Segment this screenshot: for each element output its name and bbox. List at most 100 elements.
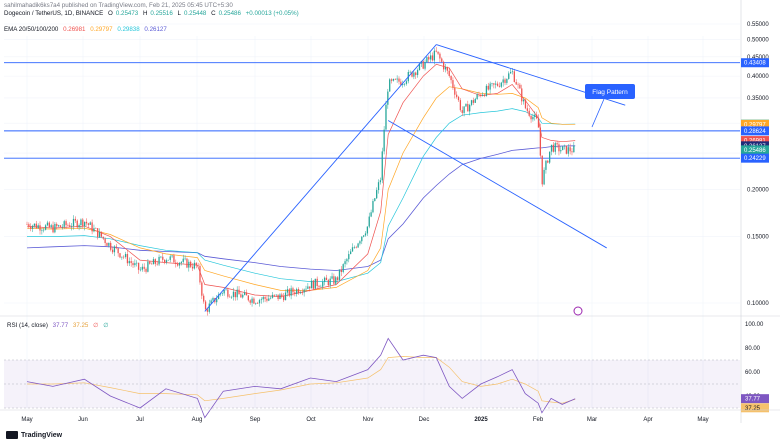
candle-body <box>465 103 467 107</box>
candle-body <box>199 265 201 283</box>
candle-body <box>310 280 313 289</box>
time-tick-label: Oct <box>306 417 316 423</box>
candle-body <box>301 292 303 294</box>
candle-body <box>253 298 255 304</box>
candle-body <box>323 277 326 282</box>
flag-pattern-pointer <box>591 98 605 128</box>
candle-body <box>428 57 430 60</box>
candle-body <box>565 145 568 154</box>
candle-body <box>54 223 56 233</box>
candle-body <box>530 115 532 120</box>
candle-body <box>303 289 305 293</box>
price-tick-label: 0.35000 <box>747 96 769 102</box>
rsi-line <box>26 337 576 419</box>
candle-body <box>485 85 488 97</box>
candle-body <box>495 83 497 85</box>
candle-body <box>541 155 543 185</box>
candle-body <box>234 291 236 298</box>
o-label: O <box>108 10 113 17</box>
candle-body <box>247 295 249 301</box>
price-axis-label: 0.25486 <box>744 148 766 154</box>
candle-body <box>509 72 512 74</box>
candle-body <box>402 83 404 85</box>
candle-body <box>329 278 331 286</box>
candle-body <box>78 225 80 228</box>
h-label: H <box>142 10 148 17</box>
time-tick-label: May <box>697 417 708 423</box>
candle-body <box>366 226 369 234</box>
candle-body <box>498 85 501 87</box>
candle-body <box>270 297 272 299</box>
candle-body <box>119 253 121 258</box>
candle-body <box>67 225 69 226</box>
candle-body <box>387 91 389 105</box>
time-tick-label: Aug <box>192 417 203 423</box>
candle-body <box>437 51 439 54</box>
candle-body <box>355 247 357 248</box>
candle-body <box>108 242 110 246</box>
candle-body <box>364 233 367 236</box>
candle-body <box>238 289 240 295</box>
ema20-value: 0.26981 <box>63 26 86 33</box>
price-axis-label-bg <box>741 58 769 68</box>
candle-body <box>175 262 177 265</box>
time-tick-label: Apr <box>643 417 652 423</box>
tradingview-footer[interactable]: TradingView <box>6 431 62 439</box>
candle-body <box>567 147 569 154</box>
candle-body <box>463 106 465 113</box>
candle-body <box>403 83 406 85</box>
ema-legend[interactable]: EMA 20/50/100/200 0.26981 0.29797 0.2983… <box>4 26 170 33</box>
candle-body <box>385 104 387 130</box>
rsi-ma-line <box>27 356 576 404</box>
candle-body <box>100 231 103 237</box>
candle-body <box>359 241 361 244</box>
candle-body <box>219 293 222 295</box>
candle-body <box>240 294 242 298</box>
candle-body <box>292 288 294 293</box>
candle-body <box>476 94 478 99</box>
candle-body <box>487 85 489 90</box>
candle-body <box>433 50 435 61</box>
time-tick-label: Jun <box>78 417 88 423</box>
symbol-title[interactable]: Dogecoin / TetherUS, 1D, BINANCE <box>4 10 104 17</box>
candle-body <box>217 294 220 300</box>
candle-body <box>150 263 153 265</box>
rsi-value-axis-label: 37.77 <box>745 397 761 403</box>
candle-body <box>85 221 88 224</box>
candle-body <box>452 80 454 88</box>
candle-body <box>212 297 214 301</box>
candle-body <box>448 70 450 76</box>
rsi-legend[interactable]: RSI (14, close) 37.77 37.25 ∅ ∅ <box>7 322 112 329</box>
candle-body <box>299 292 302 294</box>
candle-body <box>480 94 482 96</box>
price-axis-label: 0.43408 <box>744 61 766 67</box>
price-axis-label: 0.29797 <box>744 122 766 128</box>
candle-body <box>470 100 473 105</box>
candle-body <box>351 247 354 252</box>
candle-body <box>41 230 43 231</box>
candle-body <box>271 294 274 298</box>
candle-body <box>195 262 197 266</box>
candle-body <box>550 144 553 152</box>
ema20-line <box>26 63 576 297</box>
candle-body <box>104 238 106 244</box>
candle-body <box>307 286 309 289</box>
time-tick-label: Jul <box>136 417 144 423</box>
candle-body <box>534 114 536 117</box>
candle-body <box>496 83 499 86</box>
low-value: 0.25448 <box>183 10 207 17</box>
brand-label: TradingView <box>21 431 63 439</box>
high-value: 0.25516 <box>150 10 173 17</box>
publisher-text: sahilmahadik6ks7a4 published on TradingV… <box>4 2 233 9</box>
candle-body <box>89 222 91 225</box>
candle-body <box>227 289 229 297</box>
candle-body <box>97 228 99 238</box>
price-tick-label: 0.50000 <box>747 38 769 44</box>
candle-body <box>197 265 199 266</box>
candle-body <box>413 72 415 77</box>
candle-body <box>152 259 155 265</box>
candle-body <box>322 281 324 287</box>
tradingview-logo-icon <box>6 431 18 439</box>
candle-body <box>95 228 97 229</box>
candle-body <box>435 50 437 52</box>
